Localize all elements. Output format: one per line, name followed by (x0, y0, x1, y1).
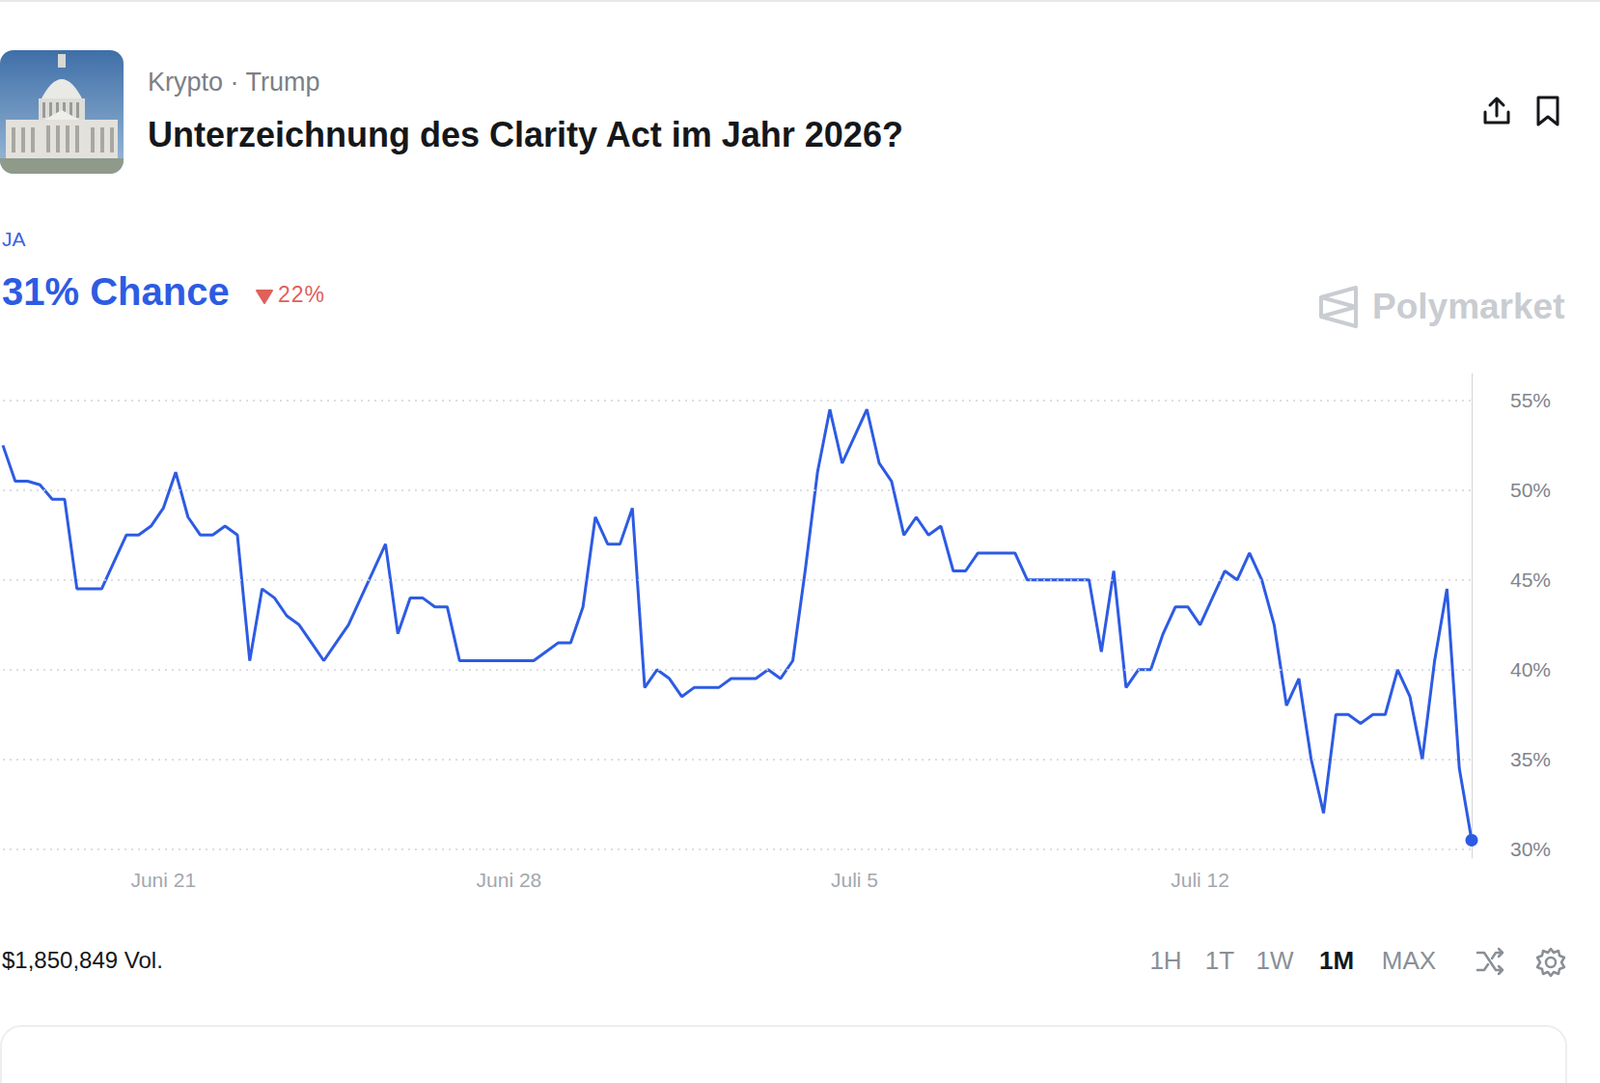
html-text:JA: JA (1, 227, 26, 250)
svg-text:Juli 12: Juli 12 (1170, 868, 1230, 891)
svg-text:Juni 28: Juni 28 (476, 868, 543, 891)
html-text:1W: 1W (1255, 945, 1294, 975)
html-text:31% Chance: 31% Chance (1, 270, 230, 313)
svg-text:30%: 30% (1510, 837, 1551, 860)
svg-text:45%: 45% (1510, 568, 1551, 591)
html-text:1H: 1H (1149, 945, 1182, 975)
html-text:1T: 1T (1205, 945, 1235, 975)
html-text:1M: 1M (1319, 945, 1355, 975)
html-text:Polymarket: Polymarket (1372, 286, 1565, 327)
html-text:Krypto · Trump: Krypto · Trump (147, 67, 320, 97)
html-text:22%: 22% (277, 281, 326, 307)
svg-text:Juli 5: Juli 5 (830, 868, 879, 891)
svg-text:50%: 50% (1510, 478, 1551, 501)
svg-text:35%: 35% (1510, 747, 1551, 771)
svg-text:Juni 21: Juni 21 (130, 868, 196, 891)
svg-text:55%: 55% (1510, 388, 1551, 412)
html-text:MAX: MAX (1381, 945, 1437, 975)
svg-text:40%: 40% (1510, 658, 1551, 681)
html-text:$1,850,849 Vol.: $1,850,849 Vol. (1, 946, 163, 973)
html-text:Unterzeichnung des Clarity Act: Unterzeichnung des Clarity Act im Jahr 2… (147, 114, 904, 155)
